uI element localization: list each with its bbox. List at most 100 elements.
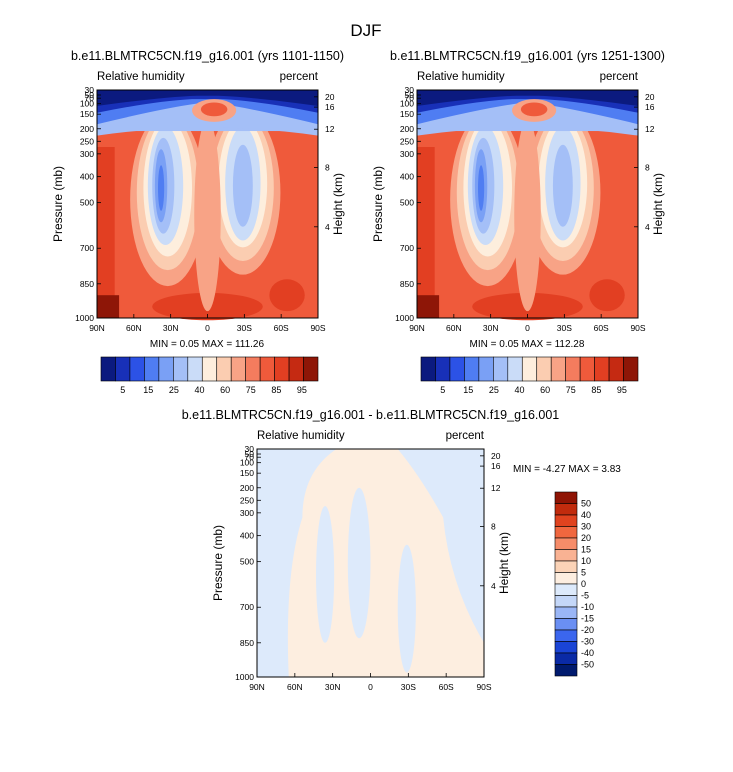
colorbar-cell [245, 356, 261, 382]
panel-title: b.e11.BLMTRC5CN.f19_g16.001 (yrs 1251-13… [390, 49, 665, 63]
colorbar-cell [173, 356, 189, 382]
y-tick-label: 850 [240, 638, 254, 648]
colorbar-cell [579, 356, 595, 382]
rh-saturated-north [417, 295, 440, 318]
colorbar-label: -20 [581, 625, 594, 635]
panel-left-label: Relative humidity [417, 71, 505, 83]
panel-right-label: percent [600, 71, 639, 83]
panel-case2: b.e11.BLMTRC5CN.f19_g16.001 (yrs 1251-13… [371, 49, 665, 395]
colorbar-cell [554, 572, 578, 585]
rh-deep-moist-north [97, 147, 115, 318]
x-tick-label: 30S [401, 682, 416, 692]
y-tick-label: 50 [405, 90, 415, 100]
diff-negative-south-low [397, 544, 416, 673]
y-tick-label: 400 [400, 172, 414, 182]
x-tick-label: 90S [310, 323, 325, 333]
y-tick-label: 150 [400, 109, 414, 119]
y-right-tick-label: 12 [325, 124, 335, 134]
colorbar-label: 40 [515, 385, 525, 395]
rh-moist-south [269, 279, 305, 312]
colorbar-label: -30 [581, 637, 594, 647]
y-tick-label: 100 [240, 458, 254, 468]
colorbar-cell [623, 356, 639, 382]
colorbar-cell [230, 356, 246, 382]
x-tick-label: 60N [126, 323, 142, 333]
colorbar-cell [521, 356, 538, 382]
rh-ttl-blob-2 [200, 102, 228, 117]
colorbar-cell [554, 618, 578, 631]
y-tick-label: 200 [240, 483, 254, 493]
y-tick-label: 300 [240, 508, 254, 518]
min-max-readout: MIN = 0.05 MAX = 111.26 [150, 339, 265, 350]
colorbar-cell [201, 356, 218, 382]
colorbar-cell [216, 356, 232, 382]
colorbar-label: -50 [581, 660, 594, 670]
x-tick-label: 30S [557, 323, 572, 333]
colorbar-label: -15 [581, 614, 594, 624]
colorbar-cell [554, 652, 578, 665]
y-tick-label: 700 [400, 243, 414, 253]
colorbar-label: 75 [566, 385, 576, 395]
colorbar-cell [303, 356, 319, 382]
rh-dry-zone-s-5 [232, 144, 253, 227]
colorbar-cell [554, 514, 578, 527]
y-tick-label: 850 [400, 279, 414, 289]
x-tick-label: 90N [249, 682, 265, 692]
x-tick-label: 0 [525, 323, 530, 333]
y-tick-label: 1000 [235, 672, 254, 682]
colorbar-cell [554, 595, 578, 608]
colorbar-cell [608, 356, 624, 382]
colorbar-label: 5 [581, 568, 586, 578]
colorbar-label: 0 [581, 579, 586, 589]
colorbar-cell [565, 356, 581, 382]
rh-moist-south [589, 279, 625, 312]
colorbar-cell [493, 356, 509, 382]
y-right-axis-label: Height (km) [497, 532, 511, 594]
colorbar-label: -5 [581, 591, 589, 601]
x-tick-label: 0 [205, 323, 210, 333]
colorbar-cell [554, 664, 578, 677]
panel-diff: b.e11.BLMTRC5CN.f19_g16.001 - b.e11.BLMT… [182, 408, 622, 692]
y-right-tick-label: 16 [491, 461, 501, 471]
rh-equator-column [514, 119, 541, 312]
y-right-tick-label: 20 [491, 451, 501, 461]
panel-right-label: percent [280, 71, 319, 83]
colorbar-label: 85 [591, 385, 601, 395]
colorbar-cell [274, 356, 290, 382]
panel-left-label: Relative humidity [257, 430, 345, 442]
colorbar-cell [507, 356, 523, 382]
colorbar-label: 40 [195, 385, 205, 395]
colorbar-label: 15 [463, 385, 473, 395]
y-tick-label: 30 [405, 85, 415, 95]
x-tick-label: 60S [274, 323, 289, 333]
colorbar-label: -40 [581, 648, 594, 658]
y-tick-label: 150 [240, 468, 254, 478]
panel-title: b.e11.BLMTRC5CN.f19_g16.001 (yrs 1101-11… [71, 49, 344, 63]
y-tick-label: 250 [400, 136, 414, 146]
y-right-tick-label: 8 [491, 522, 496, 532]
y-tick-label: 200 [400, 124, 414, 134]
y-tick-label: 100 [80, 99, 94, 109]
y-right-axis-label: Height (km) [331, 173, 345, 235]
y-right-tick-label: 4 [491, 581, 496, 591]
y-right-tick-label: 12 [645, 124, 655, 134]
rh-saturated-north [97, 295, 120, 318]
colorbar-cell [420, 356, 436, 382]
colorbar-cell [187, 356, 203, 382]
colorbar-cell [554, 526, 578, 539]
colorbar-cell [144, 356, 160, 382]
y-right-tick-label: 16 [325, 102, 335, 112]
colorbar-cell [554, 606, 578, 619]
colorbar-label: 95 [617, 385, 627, 395]
x-tick-label: 60N [287, 682, 303, 692]
colorbar-cell [550, 356, 566, 382]
y-tick-label: 400 [80, 172, 94, 182]
colorbar-cell [158, 356, 174, 382]
panel-left-label: Relative humidity [97, 71, 185, 83]
x-tick-label: 90S [630, 323, 645, 333]
colorbar-label: 75 [246, 385, 256, 395]
colorbar-cell [288, 356, 304, 382]
y-tick-label: 300 [80, 149, 94, 159]
y-right-tick-label: 4 [325, 222, 330, 232]
colorbar-label: 60 [220, 385, 230, 395]
